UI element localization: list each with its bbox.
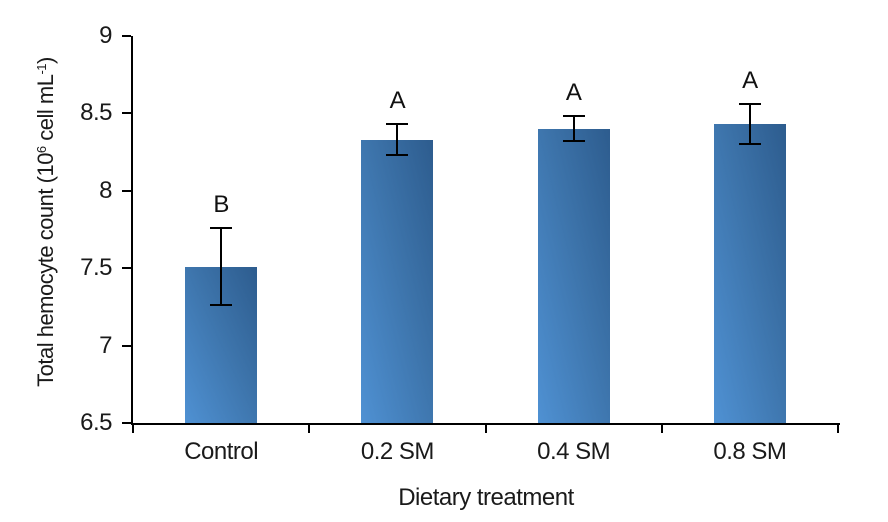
bar-0-2-sm [361,139,434,423]
x-axis-title: Dietary treatment [398,484,574,511]
x-category-label: 0.8 SM [713,438,787,465]
error-bar-line [748,104,751,145]
error-bar-cap-top [210,226,233,229]
error-bar-cap-top [738,103,761,106]
error-bar-cap-bottom [562,140,585,143]
y-axis-line [131,36,133,425]
y-tick-mark [122,267,131,270]
y-tick-label: 8.5 [80,99,112,127]
y-tick-label: 8 [99,176,112,204]
bar-0-8-sm [713,124,786,423]
y-tick-mark [122,35,131,37]
y-tick-label: 6.5 [80,409,112,436]
y-tick-mark [122,344,131,347]
significance-letter: A [565,79,582,107]
y-tick-label: 9 [99,22,112,49]
error-bar-cap-bottom [738,143,761,146]
y-tick-mark [122,422,131,424]
error-bar-cap-bottom [386,154,409,157]
error-bar-line [220,227,223,306]
bar-0-4-sm [537,128,610,423]
y-tick-mark [122,112,131,115]
error-bar-line [396,124,399,156]
x-axis-line [131,423,840,425]
x-tick-mark [837,425,839,433]
significance-letter: B [213,190,229,218]
error-bar-cap-bottom [210,304,233,307]
x-category-label: 0.2 SM [360,438,435,465]
x-tick-mark [308,425,311,433]
x-tick-mark [660,425,663,433]
significance-letter: A [742,67,758,95]
error-bar-line [572,116,575,142]
y-tick-mark [122,189,131,192]
x-tick-mark [484,425,487,433]
x-category-label: 0.4 SM [537,438,611,465]
significance-letter: A [389,87,406,115]
y-tick-label: 7 [99,331,112,359]
error-bar-cap-top [386,123,409,126]
error-bar-cap-top [562,115,585,118]
x-tick-mark [132,425,134,433]
y-tick-label: 7.5 [80,254,112,282]
x-category-label: Control [184,438,259,465]
